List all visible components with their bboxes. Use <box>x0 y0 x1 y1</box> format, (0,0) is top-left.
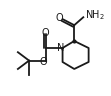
Text: O: O <box>56 13 63 23</box>
Text: O: O <box>42 28 49 38</box>
Text: O: O <box>40 57 47 67</box>
Text: N: N <box>57 43 64 53</box>
Text: NH$_2$: NH$_2$ <box>85 8 105 22</box>
